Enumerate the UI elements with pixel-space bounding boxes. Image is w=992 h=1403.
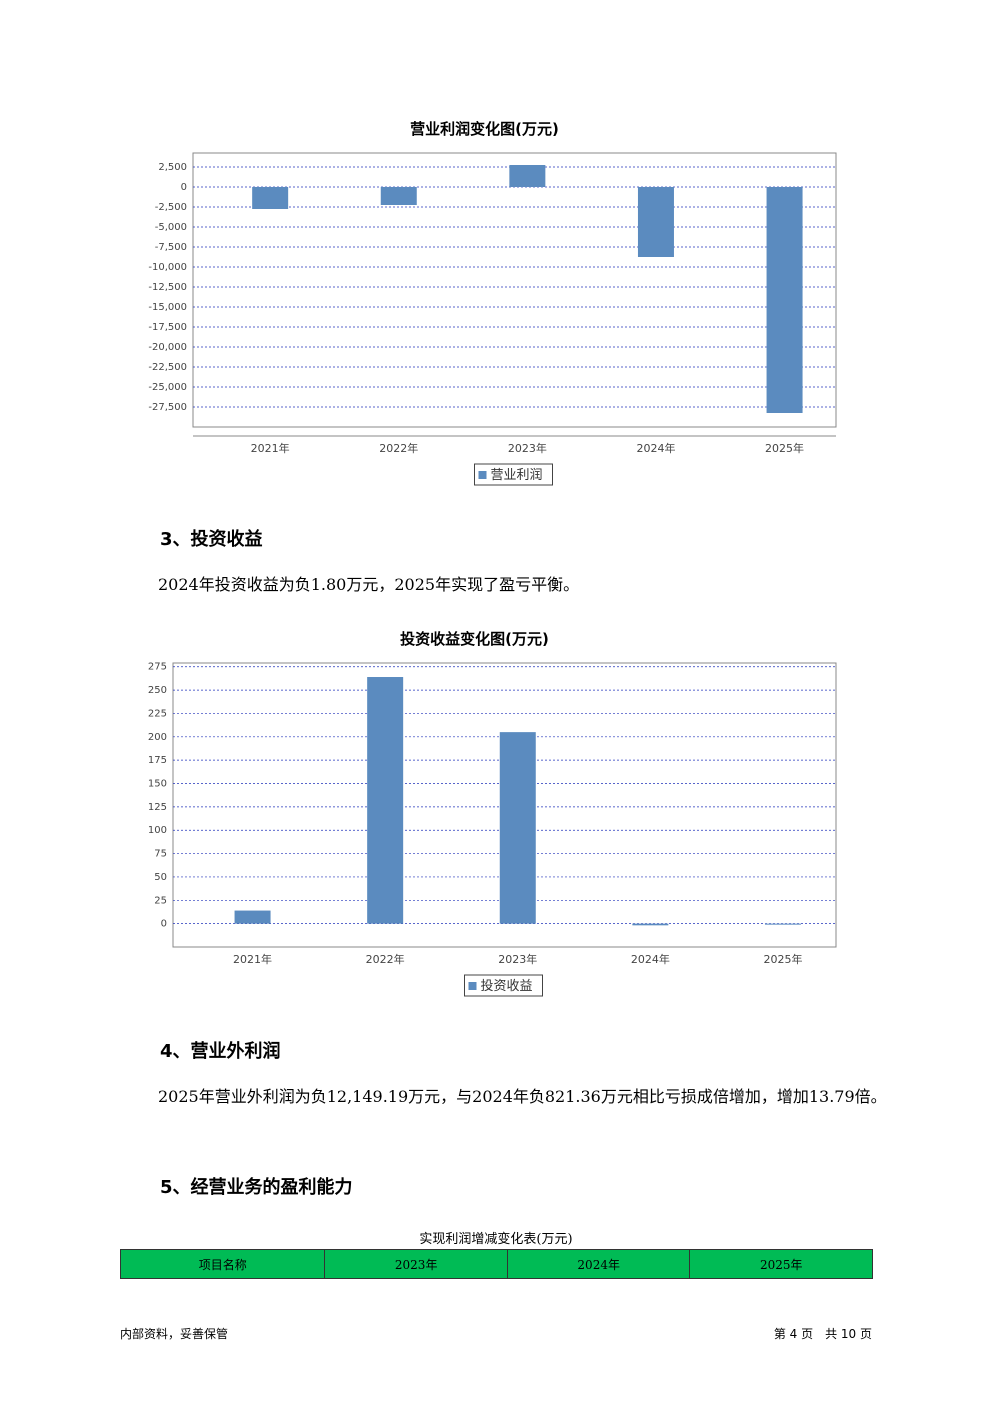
x-tick-label: 2021年 bbox=[251, 441, 290, 455]
y-tick-label: 50 bbox=[154, 872, 167, 883]
bar bbox=[367, 677, 404, 924]
y-tick-label: 100 bbox=[148, 825, 167, 836]
paragraph: 2024年投资收益为负1.80万元，2025年实现了盈亏平衡。 bbox=[158, 575, 580, 594]
y-tick-label: -17,500 bbox=[148, 322, 187, 333]
y-tick-label: 225 bbox=[148, 708, 167, 719]
x-tick-label: 2024年 bbox=[631, 952, 670, 966]
y-tick-label: 200 bbox=[148, 732, 167, 743]
y-tick-label: -5,000 bbox=[155, 222, 187, 233]
plot-area bbox=[192, 152, 837, 428]
y-tick-label: -22,500 bbox=[148, 362, 187, 373]
bar bbox=[764, 923, 801, 925]
y-tick-label: 150 bbox=[148, 779, 167, 790]
x-tick-label: 2022年 bbox=[379, 441, 418, 455]
bar bbox=[632, 923, 669, 926]
y-tick-label: -7,500 bbox=[155, 242, 187, 253]
legend-label: 营业利润 bbox=[491, 468, 543, 483]
header-cell: 项目名称 bbox=[119, 1249, 326, 1279]
y-tick-label: 0 bbox=[181, 182, 187, 193]
y-tick-label: -25,000 bbox=[148, 382, 187, 393]
legend-swatch bbox=[468, 982, 477, 990]
y-tick-label: -20,000 bbox=[148, 342, 187, 353]
x-tick-label: 2024年 bbox=[636, 441, 675, 455]
y-tick-label: -2,500 bbox=[155, 202, 187, 213]
bar bbox=[509, 165, 546, 187]
y-tick-label: 25 bbox=[154, 895, 167, 906]
header-cell: 2024年 bbox=[506, 1249, 691, 1279]
bar bbox=[499, 732, 536, 924]
bar bbox=[252, 187, 289, 209]
table: 项目名称 2023年 2024年 2025年 bbox=[119, 1249, 873, 1279]
header-cell: 2025年 bbox=[689, 1249, 873, 1279]
y-tick-label: 275 bbox=[148, 662, 167, 673]
heading: 3、投资收益 bbox=[160, 529, 263, 550]
paragraph: 2025年营业外利润为负12,149.19万元，与2024年负821.36万元相… bbox=[158, 1087, 887, 1106]
bar bbox=[766, 187, 803, 413]
x-tick-label: 2022年 bbox=[366, 952, 405, 966]
legend-box bbox=[464, 974, 543, 997]
y-tick-label: 125 bbox=[148, 802, 167, 813]
header-cell: 2023年 bbox=[324, 1249, 508, 1279]
x-tick-label: 2023年 bbox=[508, 441, 547, 455]
bar bbox=[380, 187, 417, 205]
legend-label: 投资收益 bbox=[481, 978, 533, 994]
bar bbox=[234, 910, 271, 924]
y-tick-label: 75 bbox=[154, 849, 167, 860]
x-tick-label: 2025年 bbox=[765, 441, 804, 455]
y-tick-label: 175 bbox=[148, 755, 167, 766]
x-tick-label: 2021年 bbox=[233, 952, 272, 966]
heading: 5、经营业务的盈利能力 bbox=[160, 1177, 353, 1198]
legend-swatch bbox=[478, 471, 487, 479]
chart: 投资收益变化图(万元) 0 25 50 75 100 125 150 175 200 225 250 2… bbox=[148, 630, 837, 997]
y-tick-label: -10,000 bbox=[148, 262, 187, 273]
footer-right: 第 4 页 共 10 页 bbox=[773, 1327, 872, 1341]
legend-box bbox=[474, 463, 553, 486]
heading: 4、营业外利润 bbox=[160, 1041, 281, 1062]
x-tick-label: 2023年 bbox=[498, 952, 537, 966]
chart-title: 营业利润变化图(万元) bbox=[410, 120, 559, 138]
y-tick-label: -27,500 bbox=[148, 402, 187, 413]
y-tick-label: -15,000 bbox=[148, 302, 187, 313]
chart-title: 投资收益变化图(万元) bbox=[400, 630, 549, 648]
x-tick-label: 2025年 bbox=[763, 952, 802, 966]
chart: 营业利润变化图(万元) 2,500 0 -2,500 -5,000 -7,500 -10,0… bbox=[148, 120, 837, 486]
y-tick-label: 250 bbox=[148, 685, 167, 696]
footer-left: 内部资料，妥善保管 bbox=[120, 1327, 229, 1341]
y-tick-label: -12,500 bbox=[148, 282, 187, 293]
y-tick-label: 2,500 bbox=[158, 162, 187, 173]
bar bbox=[637, 187, 674, 257]
table-title: 实现利润增减变化表(万元) bbox=[419, 1232, 573, 1247]
y-tick-label: 0 bbox=[161, 919, 167, 930]
